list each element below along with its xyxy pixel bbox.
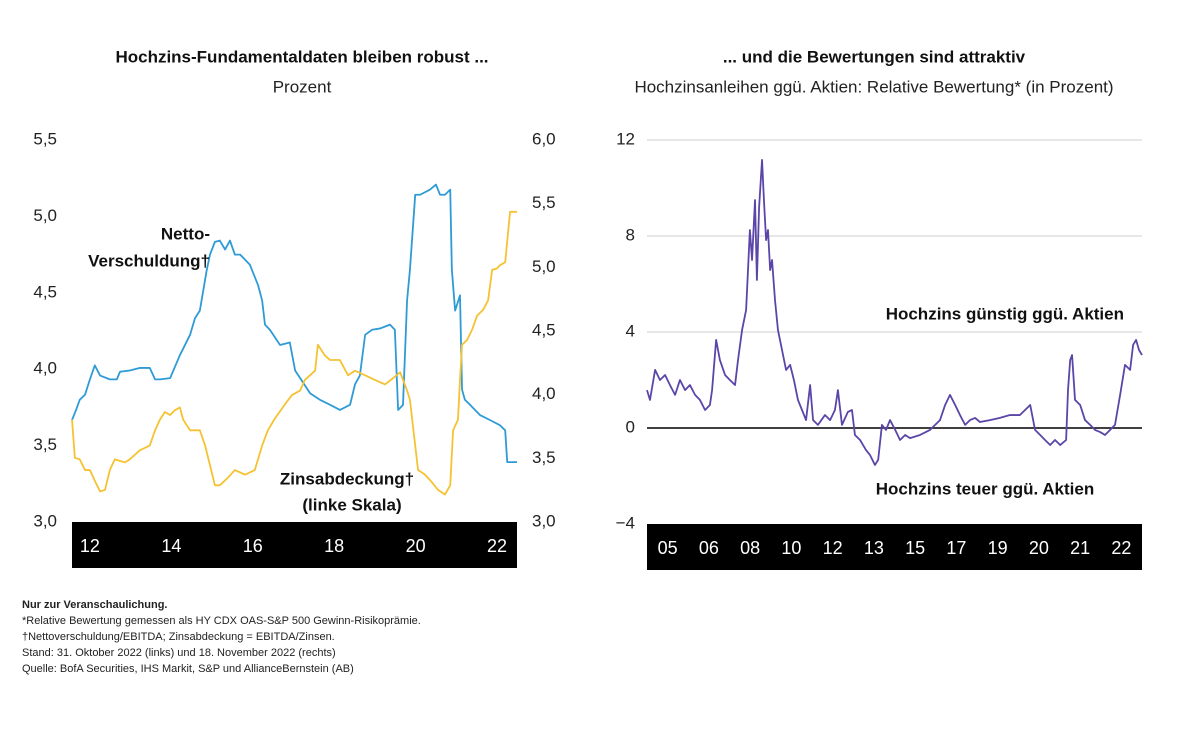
note: Quelle: BofA Securities, IHS Markit, S&P…: [22, 663, 354, 675]
x-tick-label: 20: [406, 536, 426, 556]
annotation: (linke Skala): [302, 495, 401, 514]
y2-tick-label: 5,5: [532, 193, 556, 212]
x-tick-label: 13: [864, 538, 884, 558]
annotation: Hochzins teuer ggü. Aktien: [876, 479, 1095, 498]
x-axis-band: [647, 524, 1142, 570]
x-tick-label: 10: [781, 538, 801, 558]
note: *Relative Bewertung gemessen als HY CDX …: [22, 615, 421, 627]
annotation: Hochzins günstig ggü. Aktien: [886, 304, 1124, 323]
y-tick-label: 5,0: [33, 206, 57, 225]
x-axis-band: [72, 522, 517, 568]
y-tick-label: 4,0: [33, 359, 57, 378]
series-line: [646, 159, 1143, 466]
series-line: [71, 210, 517, 496]
x-tick-label: 19: [988, 538, 1008, 558]
x-tick-label: 14: [161, 536, 181, 556]
x-tick-label: 12: [823, 538, 843, 558]
x-tick-label: 15: [905, 538, 925, 558]
y-tick-label: 4,5: [33, 282, 57, 301]
x-tick-label: 08: [740, 538, 760, 558]
note: Stand: 31. Oktober 2022 (links) und 18. …: [22, 647, 336, 659]
y2-tick-label: 4,5: [532, 320, 556, 339]
y-tick-label: 3,0: [33, 511, 57, 530]
chart-title: ... und die Bewertungen sind attraktiv: [723, 47, 1026, 66]
chart-subtitle: Prozent: [273, 77, 332, 96]
y-tick-label: 12: [616, 129, 635, 148]
x-tick-label: 20: [1029, 538, 1049, 558]
y-tick-label: 8: [626, 225, 635, 244]
x-tick-label: 06: [699, 538, 719, 558]
note: †Nettoverschuldung/EBITDA; Zinsabdeckung…: [22, 631, 335, 643]
y2-tick-label: 5,0: [532, 257, 556, 276]
y-tick-label: 0: [626, 417, 635, 436]
x-tick-label: 12: [80, 536, 100, 556]
note: Nur zur Veranschaulichung.: [22, 599, 167, 611]
x-tick-label: 05: [658, 538, 678, 558]
y-tick-label: 5,5: [33, 129, 57, 148]
x-tick-label: 22: [1111, 538, 1131, 558]
y2-tick-label: 3,0: [532, 511, 556, 530]
x-tick-label: 18: [324, 536, 344, 556]
x-tick-label: 16: [243, 536, 263, 556]
y-tick-label: −4: [616, 513, 635, 532]
y2-tick-label: 6,0: [532, 129, 556, 148]
x-tick-label: 22: [487, 536, 507, 556]
annotation: Netto-: [161, 224, 210, 243]
chart-title: Hochzins-Fundamentaldaten bleiben robust…: [115, 47, 488, 66]
annotation: Zinsabdeckung†: [280, 469, 414, 488]
series-line: [71, 183, 517, 464]
x-tick-label: 17: [946, 538, 966, 558]
y2-tick-label: 3,5: [532, 448, 556, 467]
x-tick-label: 21: [1070, 538, 1090, 558]
y-tick-label: 4: [626, 321, 635, 340]
y2-tick-label: 4,0: [532, 384, 556, 403]
y-tick-label: 3,5: [33, 435, 57, 454]
annotation: Verschuldung†: [88, 251, 210, 270]
chart-subtitle: Hochzinsanleihen ggü. Aktien: Relative B…: [634, 77, 1113, 96]
